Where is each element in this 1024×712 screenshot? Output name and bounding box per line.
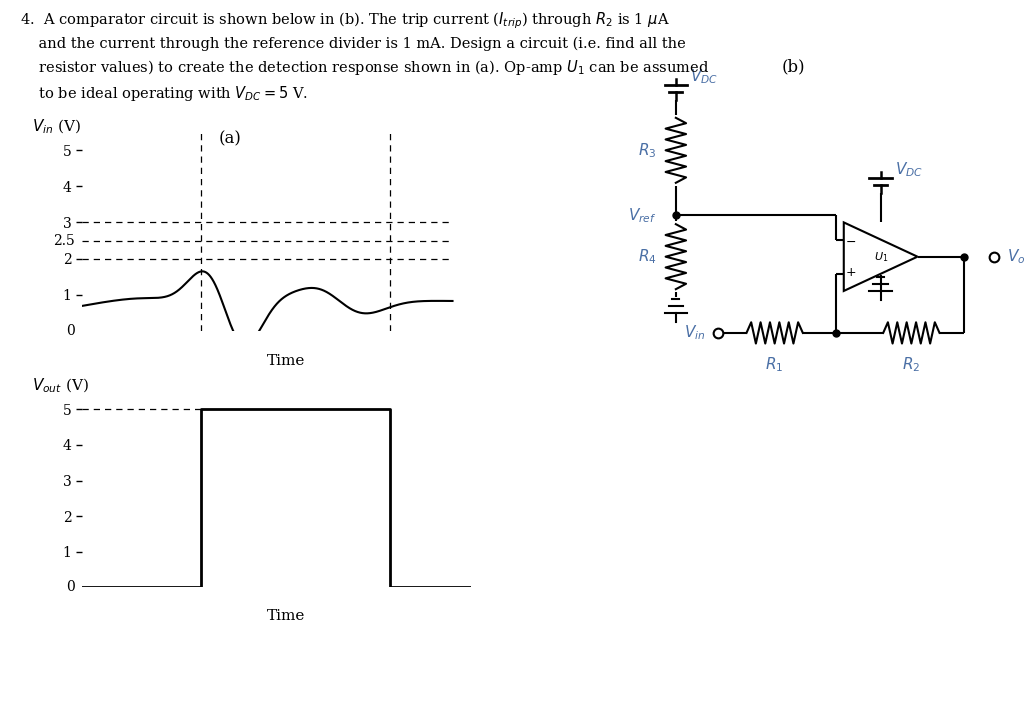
Text: $R_1$: $R_1$ [766, 355, 783, 374]
Text: $V_{ref}$: $V_{ref}$ [628, 206, 656, 225]
Text: $-$: $-$ [846, 235, 856, 248]
Text: $V_{in}$: $V_{in}$ [684, 323, 706, 342]
Text: $U_1$: $U_1$ [874, 250, 889, 263]
Text: (a): (a) [219, 130, 242, 147]
Text: Time: Time [266, 609, 305, 624]
Text: 4.  A comparator circuit is shown below in (b). The trip current ($I_{trip}$) th: 4. A comparator circuit is shown below i… [20, 11, 710, 103]
Text: $+$: $+$ [846, 266, 856, 278]
Text: Time: Time [266, 354, 305, 367]
Text: $V_{DC}$: $V_{DC}$ [690, 67, 718, 85]
Text: $R_4$: $R_4$ [638, 247, 656, 266]
Text: $V_{DC}$: $V_{DC}$ [895, 160, 923, 179]
Text: 0: 0 [67, 324, 75, 338]
Text: $V_{out}$: $V_{out}$ [1008, 247, 1024, 266]
Text: $V_{in}$ (V): $V_{in}$ (V) [32, 117, 81, 136]
Text: $V_{out}$ (V): $V_{out}$ (V) [32, 377, 89, 395]
Text: 0: 0 [67, 580, 75, 595]
Text: $R_3$: $R_3$ [638, 141, 656, 159]
Text: (b): (b) [781, 58, 806, 75]
Text: $R_2$: $R_2$ [902, 355, 921, 374]
Text: 2.5: 2.5 [53, 234, 75, 248]
